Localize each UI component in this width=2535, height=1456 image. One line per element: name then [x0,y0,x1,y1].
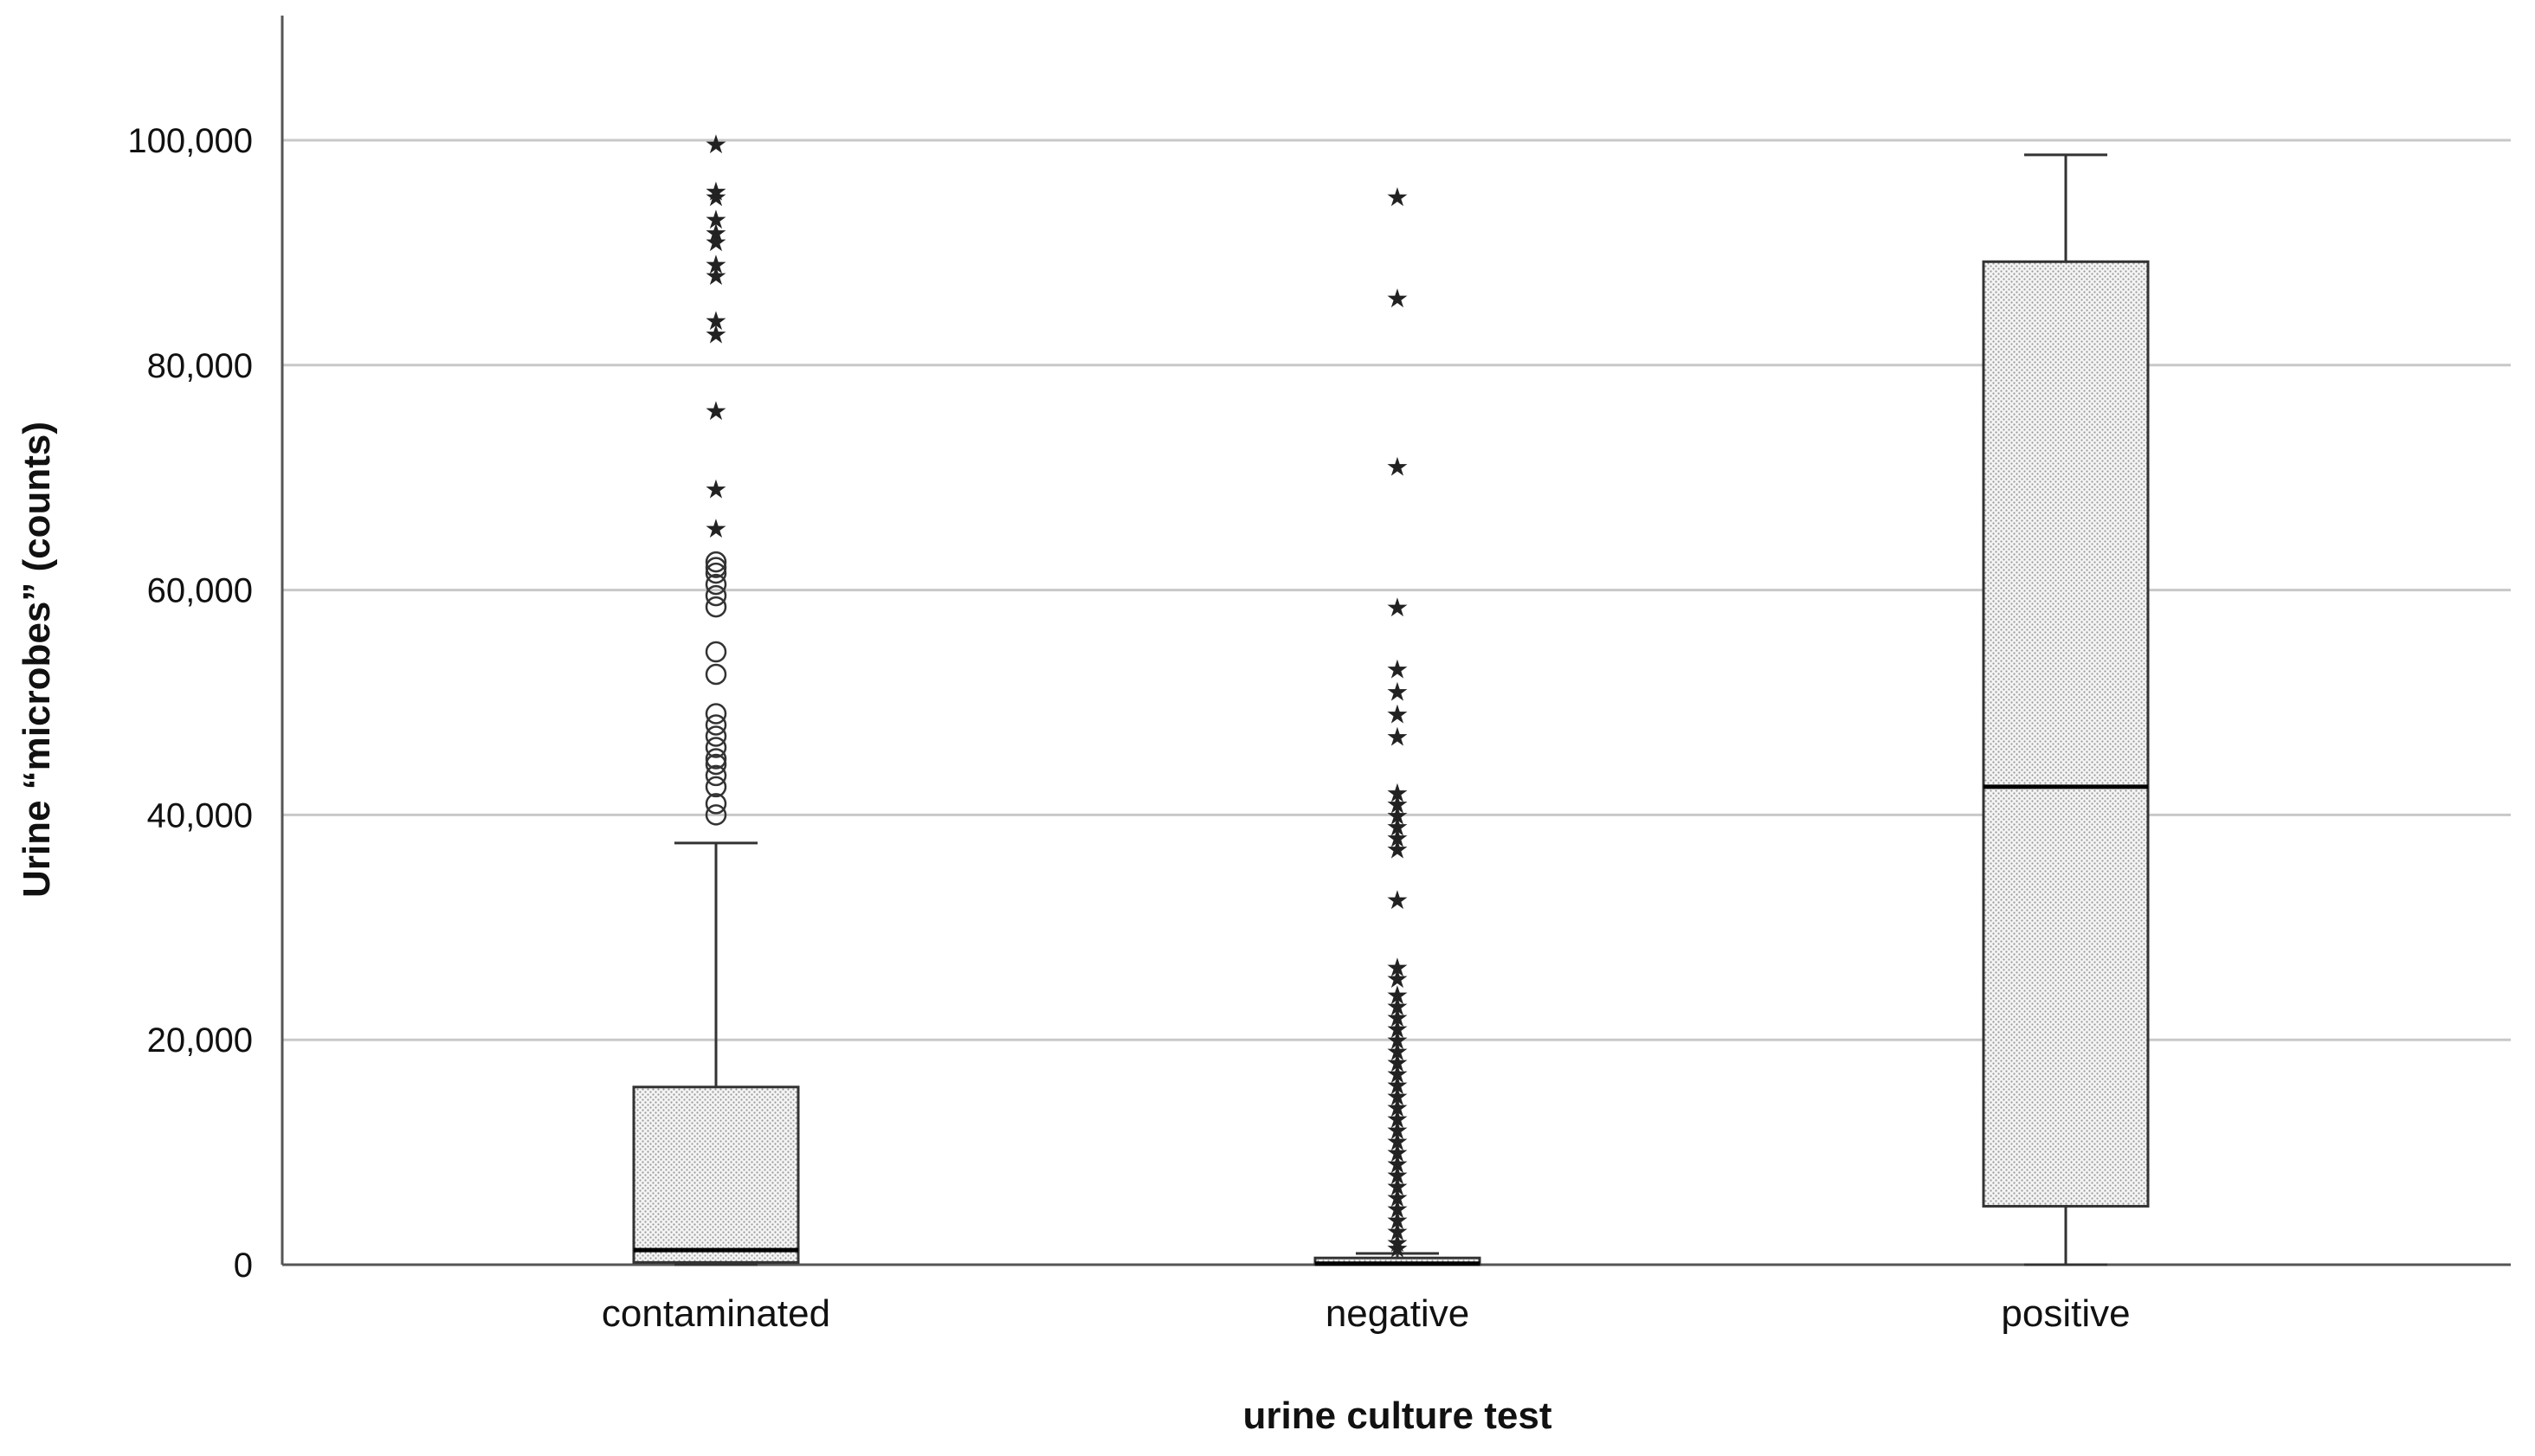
outlier-star: ★ [1386,778,1409,809]
outlier-star: ★ [1386,284,1409,314]
outlier-circle [705,584,727,607]
outlier-circle [705,776,727,798]
outlier-star: ★ [1386,183,1409,213]
box-negative [1313,1252,1481,1266]
outlier-star: ★ [1386,678,1409,708]
y-tick-label: 40,000 [147,796,253,834]
iqr-box [1982,260,2150,1208]
outlier-star: ★ [1386,1172,1409,1202]
outlier-star: ★ [1386,1217,1409,1247]
outlier-star: ★ [1386,1060,1409,1090]
outlier-star: ★ [1386,1150,1409,1180]
outlier-star: ★ [1386,1195,1409,1225]
outlier-star: ★ [1386,593,1409,623]
outlier-star: ★ [1386,1015,1409,1045]
outlier-star: ★ [705,250,728,280]
outlier-star: ★ [1386,834,1409,865]
outlier-star: ★ [1386,1161,1409,1191]
outlier-star: ★ [1386,789,1409,820]
outlier-star: ★ [1386,1228,1409,1259]
outlier-star: ★ [1386,1116,1409,1146]
outlier-circle [705,764,727,787]
iqr-box [632,1086,800,1264]
outlier-circle [705,804,727,826]
outlier-star: ★ [1386,1037,1409,1067]
y-axis-title: Urine “microbes” (counts) [16,422,58,898]
y-tick-label: 60,000 [147,572,253,610]
outlier-circle [705,748,727,770]
outlier-star: ★ [1386,886,1409,916]
x-axis-title: urine culture test [1243,1395,1552,1437]
outlier-circle [705,714,727,736]
outlier-circle [705,663,727,686]
outlier-star: ★ [1386,1234,1409,1265]
outlier-star: ★ [1386,1093,1409,1124]
box-contaminated [632,841,800,1266]
outlier-star: ★ [1386,823,1409,854]
outlier-star: ★ [1386,1127,1409,1157]
x-tick-label-positive: positive [2001,1292,2130,1335]
outlier-circle [705,703,727,725]
outlier-star: ★ [705,514,728,544]
outlier-star: ★ [1386,1082,1409,1112]
outlier-star: ★ [1386,953,1409,983]
outliers: ★★★★★★★★★★★★★★★★★★★★★★★★★★★★★★★★★★★★★★★★… [705,130,1409,1265]
outlier-star: ★ [1386,1048,1409,1079]
outlier-star: ★ [1386,801,1409,831]
outlier-star: ★ [705,183,728,213]
box-positive [1982,153,2150,1266]
y-tick-label: 20,000 [147,1021,253,1060]
outlier-star: ★ [1386,1003,1409,1034]
outlier-star: ★ [1386,453,1409,483]
outlier-star: ★ [705,205,728,235]
outlier-circle [705,753,727,776]
outlier-star: ★ [705,228,728,258]
outlier-star: ★ [1386,1206,1409,1236]
outlier-circle [705,737,727,758]
outlier-circle [705,562,727,584]
tick-labels: 0 20,000 40,000 60,000 80,000 100,000 contamin… [127,122,2130,1335]
x-tick-label-negative: negative [1326,1292,1469,1335]
y-tick-label: 0 [234,1247,253,1285]
outlier-star: ★ [705,306,728,337]
outlier-star: ★ [1386,992,1409,1022]
outlier-star: ★ [705,475,728,506]
y-tick-label: 80,000 [147,347,253,385]
outlier-circle [705,551,727,573]
outlier-star: ★ [705,177,728,207]
outlier-star: ★ [705,130,728,160]
outlier-star: ★ [705,261,728,292]
outlier-circle [705,725,727,747]
outlier-circle [705,573,727,596]
outlier-circle [705,557,727,578]
outlier-circle [705,793,727,815]
outlier-star: ★ [705,219,728,249]
outlier-star: ★ [1386,699,1409,730]
outlier-star: ★ [1386,812,1409,842]
outlier-star: ★ [1386,981,1409,1011]
outlier-star: ★ [1386,722,1409,752]
y-tick-label: 100,000 [127,122,253,160]
outlier-circle [705,641,727,663]
outlier-star: ★ [705,319,728,350]
outlier-star: ★ [1386,1105,1409,1135]
outlier-circle [705,596,727,618]
outlier-star: ★ [1386,655,1409,686]
x-tick-label-contaminated: contaminated [602,1292,830,1335]
boxes [632,153,2150,1266]
outlier-star: ★ [1386,1026,1409,1056]
outlier-star: ★ [1386,1183,1409,1214]
outlier-star: ★ [705,396,728,427]
outlier-star: ★ [1386,1138,1409,1169]
outlier-star: ★ [1386,964,1409,995]
outlier-star: ★ [1386,1071,1409,1101]
